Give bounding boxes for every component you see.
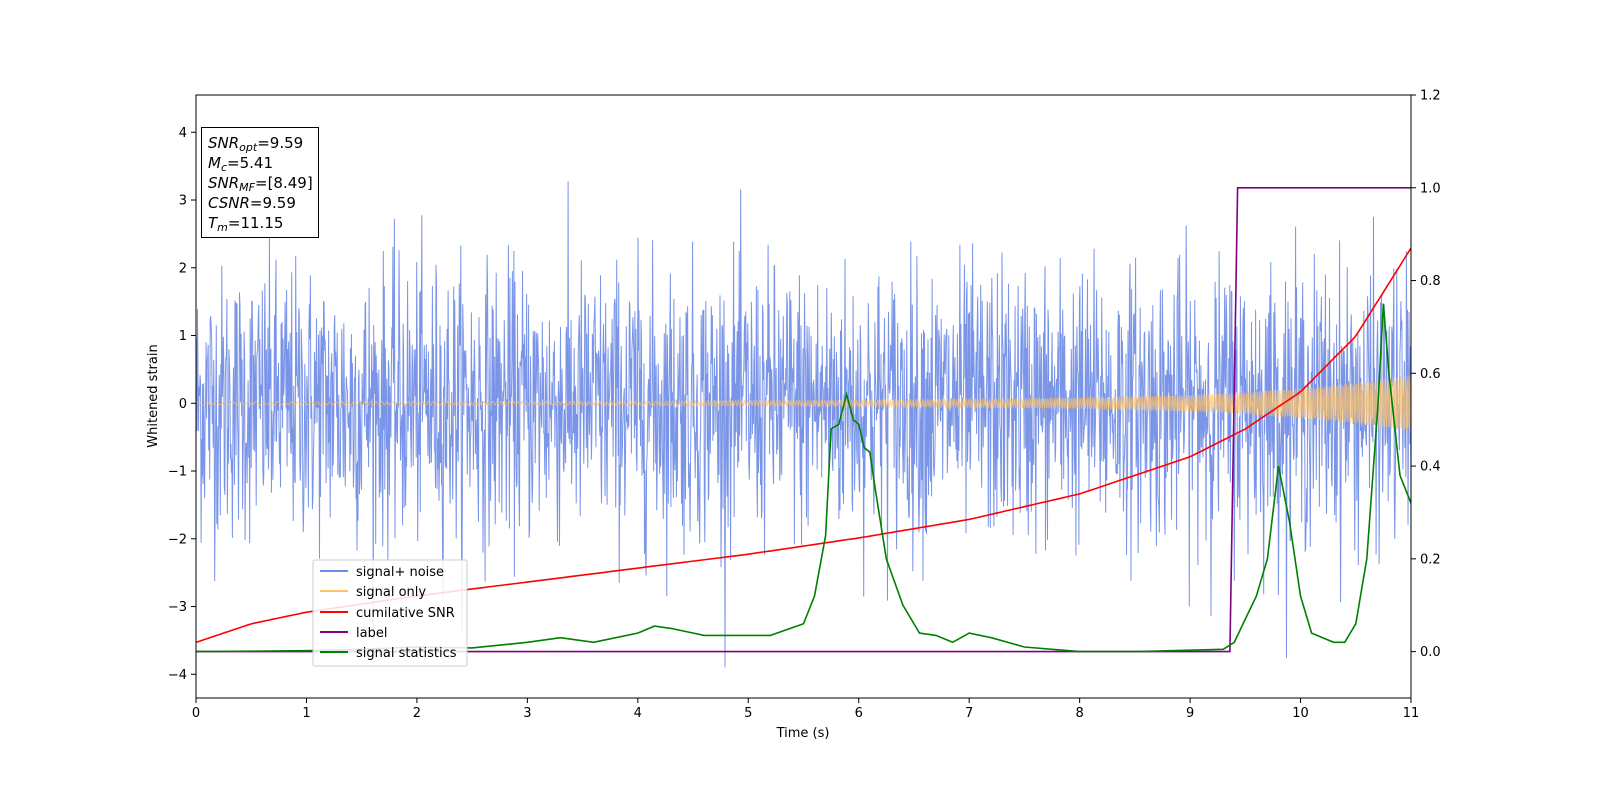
y2-tick-label: 0.0 xyxy=(1420,645,1441,660)
series-signal-only xyxy=(196,375,1411,432)
x-axis-label: Time (s) xyxy=(776,726,830,741)
y2-tick-label: 0.4 xyxy=(1420,460,1441,475)
stat-snr-mf-subscript: MF xyxy=(239,181,255,194)
y-tick-label: 0 xyxy=(179,397,187,412)
y-tick-label: −3 xyxy=(168,600,187,615)
legend-label-signal-statistics: signal statistics xyxy=(356,646,457,661)
y2-tick-label: 1.0 xyxy=(1420,181,1441,196)
x-tick-label: 1 xyxy=(302,706,310,721)
y2-tick-label: 0.8 xyxy=(1420,274,1441,289)
y-tick-label: −4 xyxy=(168,668,187,683)
legend-frame xyxy=(312,559,468,667)
x-tick-label: 7 xyxy=(965,706,973,721)
stat-snr-mf-symbol: SNR xyxy=(208,174,240,192)
y-axis-right: 1.2 1.0 0.8 0.6 0.4 0.2 0.0 xyxy=(1411,89,1441,660)
x-axis: 0 1 2 3 4 5 6 7 8 9 10 11 xyxy=(192,698,1419,721)
stat-tm-symbol: T xyxy=(208,214,218,232)
stat-csnr: CSNR=9.59 xyxy=(208,193,313,213)
stat-tm: Tm=11.15 xyxy=(208,213,313,233)
stat-snr-mf: SNRMF=[8.49] xyxy=(208,173,313,193)
x-tick-label: 6 xyxy=(855,706,863,721)
y-tick-label: 4 xyxy=(179,126,187,141)
x-tick-label: 2 xyxy=(413,706,421,721)
stat-snr-opt-symbol: SNR xyxy=(208,134,240,152)
stat-snr-opt-value: =9.59 xyxy=(257,134,304,152)
stat-mc-symbol: M xyxy=(208,154,221,172)
x-tick-label: 4 xyxy=(634,706,642,721)
stat-csnr-value: =9.59 xyxy=(249,194,296,212)
plot-frame xyxy=(195,94,1412,699)
x-tick-label: 9 xyxy=(1186,706,1194,721)
legend-label-signal-only: signal only xyxy=(356,585,426,600)
y-tick-label: −1 xyxy=(168,465,187,480)
legend-label-label: label xyxy=(356,626,387,641)
x-tick-label: 8 xyxy=(1075,706,1083,721)
series-signal-statistics xyxy=(196,303,1411,653)
x-tick-label: 11 xyxy=(1403,706,1420,721)
y-tick-label: 2 xyxy=(179,261,187,276)
x-tick-label: 10 xyxy=(1292,706,1309,721)
stat-snr-opt: SNRopt=9.59 xyxy=(208,133,313,153)
y2-tick-label: 0.6 xyxy=(1420,367,1441,382)
y-axis-label: Whitened strain xyxy=(146,344,161,447)
y-tick-label: −2 xyxy=(168,532,187,547)
stat-snr-opt-subscript: opt xyxy=(239,141,258,154)
y-tick-label: 3 xyxy=(179,194,187,209)
y2-tick-label: 1.2 xyxy=(1420,89,1441,104)
x-tick-label: 5 xyxy=(744,706,752,721)
y2-tick-label: 0.2 xyxy=(1420,552,1441,567)
x-tick-label: 3 xyxy=(523,706,531,721)
y-tick-label: 1 xyxy=(179,329,187,344)
series-label xyxy=(196,187,1411,653)
series-signal-noise xyxy=(196,181,1411,668)
stat-mc-subscript: c xyxy=(220,161,228,174)
stat-mc-value: =5.41 xyxy=(227,154,273,172)
legend: signal+ noise signal only cumilative SNR… xyxy=(312,559,468,667)
stats-box: SNRopt=9.59 Mc=5.41 SNRMF=[8.49] CSNR=9.… xyxy=(201,127,319,238)
legend-label-cumulative-snr: cumilative SNR xyxy=(356,606,455,621)
legend-label-signal-noise: signal+ noise xyxy=(356,565,444,580)
stat-tm-subscript: m xyxy=(217,221,228,234)
x-tick-label: 0 xyxy=(192,706,200,721)
stat-mc: Mc=5.41 xyxy=(208,153,313,173)
stat-snr-mf-value: =[8.49] xyxy=(255,174,313,192)
stat-csnr-symbol: CSNR xyxy=(208,194,250,212)
y-axis-left: 4 3 2 1 0 −1 −2 −3 −4 xyxy=(168,126,196,683)
stat-tm-value: =11.15 xyxy=(227,214,284,232)
